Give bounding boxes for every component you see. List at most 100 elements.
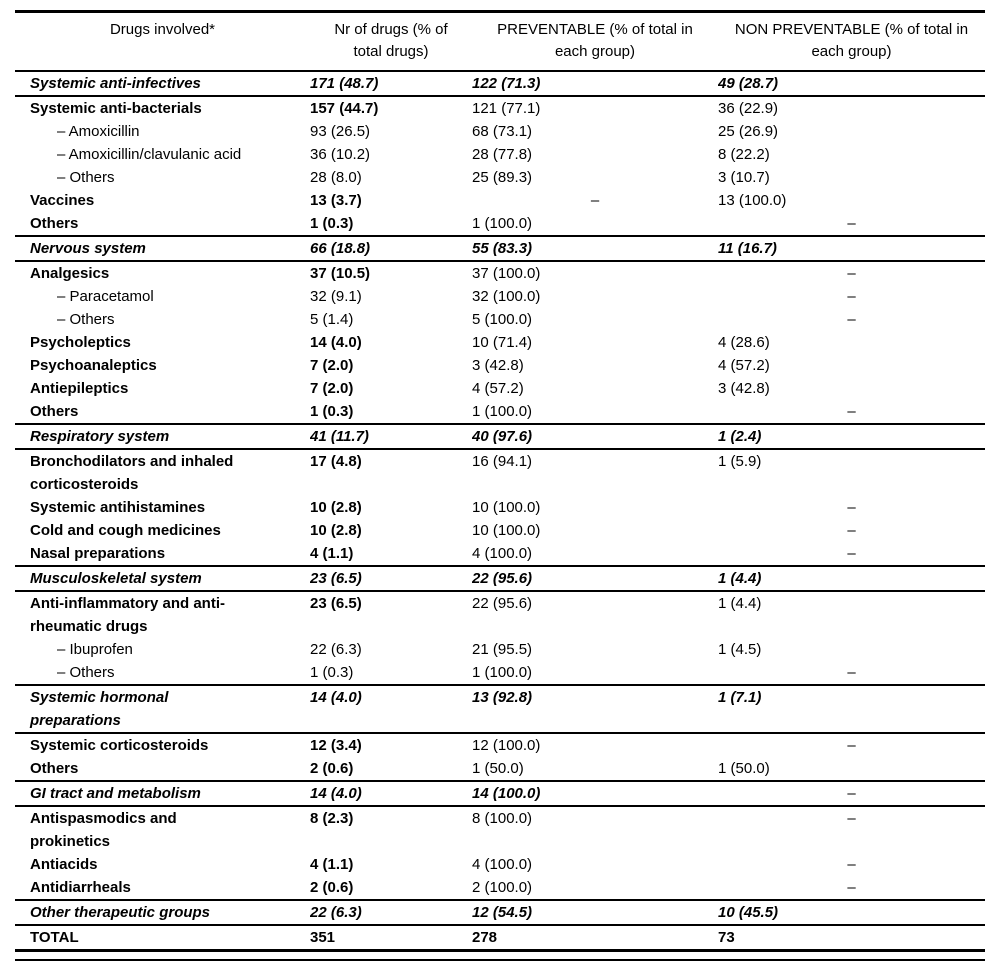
table-row: Antiepileptics 7 (2.0) 4 (57.2) 3 (42.8) bbox=[15, 377, 985, 400]
cell-nr: 1 (0.3) bbox=[310, 664, 354, 681]
cell-non_preventable: – bbox=[847, 810, 856, 827]
cell-non_preventable: – bbox=[847, 311, 856, 328]
header-row: Drugs involved* Nr of drugs (% of total … bbox=[15, 11, 985, 72]
cell-label: Antispasmodics and prokinetics bbox=[30, 810, 177, 850]
cell-nr: 32 (9.1) bbox=[310, 288, 362, 305]
header-preventable: PREVENTABLE (% of total in each group) bbox=[472, 11, 718, 72]
cell-nr: 13 (3.7) bbox=[310, 192, 362, 209]
cell-label: Systemic hormonal preparations bbox=[15, 684, 310, 734]
cell-preventable: 3 (42.8) bbox=[472, 357, 524, 374]
cell-non_preventable: 49 (28.7) bbox=[718, 70, 985, 97]
cell-preventable: 8 (100.0) bbox=[472, 810, 533, 827]
cell-preventable: 32 (100.0) bbox=[472, 288, 541, 305]
cell-label: TOTAL bbox=[15, 924, 310, 951]
table-row: – Amoxicillin/clavulanic acid 36 (10.2) 28… bbox=[15, 143, 985, 166]
cell-preventable: 1 (100.0) bbox=[472, 215, 533, 232]
cell-nr: 93 (26.5) bbox=[310, 123, 371, 140]
cell-nr: 23 (6.5) bbox=[310, 595, 362, 612]
table-row: – Others 5 (1.4) 5 (100.0) – bbox=[15, 308, 985, 331]
cell-nr: 41 (11.7) bbox=[310, 423, 472, 450]
cell-preventable: 1 (50.0) bbox=[472, 760, 524, 777]
cell-nr: 22 (6.3) bbox=[310, 899, 472, 926]
table-row: Psycholeptics 14 (4.0) 10 (71.4) 4 (28.6) bbox=[15, 331, 985, 354]
cell-preventable: 22 (95.6) bbox=[472, 595, 533, 612]
table-row: Other therapeutic groups 22 (6.3) 12 (54.5… bbox=[15, 899, 985, 926]
cell-non_preventable: – bbox=[847, 545, 856, 562]
cell-preventable: 122 (71.3) bbox=[472, 70, 718, 97]
cell-nr: 66 (18.8) bbox=[310, 235, 472, 262]
cell-preventable: 55 (83.3) bbox=[472, 235, 718, 262]
cell-label: – Others bbox=[57, 664, 115, 681]
cell-preventable: 25 (89.3) bbox=[472, 169, 533, 186]
cell-non_preventable: 11 (16.7) bbox=[718, 235, 985, 262]
table-row: Others 1 (0.3) 1 (100.0) – bbox=[15, 400, 985, 424]
cell-label: Analgesics bbox=[30, 265, 110, 282]
cell-nr: 7 (2.0) bbox=[310, 380, 354, 397]
cell-nr: 12 (3.4) bbox=[310, 737, 362, 754]
cell-label: Bronchodilators and inhaled corticostero… bbox=[30, 453, 234, 493]
cell-preventable: 278 bbox=[472, 924, 718, 951]
table-row: – Paracetamol 32 (9.1) 32 (100.0) – bbox=[15, 285, 985, 308]
cell-preventable: 10 (71.4) bbox=[472, 334, 533, 351]
cell-label: GI tract and metabolism bbox=[15, 780, 310, 807]
cell-non_preventable: – bbox=[847, 664, 856, 681]
table-row: Analgesics 37 (10.5) 37 (100.0) – bbox=[15, 261, 985, 285]
cell-label: – Others bbox=[57, 169, 115, 186]
cell-nr: 22 (6.3) bbox=[310, 641, 362, 658]
cell-non_preventable: 36 (22.9) bbox=[718, 100, 779, 117]
cell-preventable: 1 (100.0) bbox=[472, 664, 533, 681]
cell-preventable: 10 (100.0) bbox=[472, 499, 541, 516]
cell-label: – Amoxicillin bbox=[57, 123, 140, 140]
cell-nr: 28 (8.0) bbox=[310, 169, 362, 186]
cell-nr: 5 (1.4) bbox=[310, 311, 354, 328]
cell-preventable: 4 (57.2) bbox=[472, 380, 524, 397]
cell-non_preventable: 4 (57.2) bbox=[718, 357, 770, 374]
cell-non_preventable: 8 (22.2) bbox=[718, 146, 770, 163]
table-row: Systemic antihistamines 10 (2.8) 10 (100.0… bbox=[15, 496, 985, 519]
cell-label: Anti-inflammatory and anti- rheumatic dr… bbox=[30, 595, 226, 635]
table-row: Vaccines 13 (3.7) – 13 (100.0) bbox=[15, 189, 985, 212]
table-row: – Others 1 (0.3) 1 (100.0) – bbox=[15, 661, 985, 685]
cell-label: Systemic corticosteroids bbox=[30, 737, 209, 754]
cell-label: Cold and cough medicines bbox=[30, 522, 221, 539]
cell-non_preventable: – bbox=[847, 403, 856, 420]
cell-preventable: 12 (54.5) bbox=[472, 899, 718, 926]
cell-preventable: 37 (100.0) bbox=[472, 265, 541, 282]
cell-nr: 2 (0.6) bbox=[310, 760, 354, 777]
cell-non_preventable: – bbox=[847, 288, 856, 305]
table-body: Systemic anti-infectives 171 (48.7) 122 (7… bbox=[15, 70, 985, 951]
table-row: Cold and cough medicines 10 (2.8) 10 (100.… bbox=[15, 519, 985, 542]
table-row: Musculoskeletal system 23 (6.5) 22 (95.6) 1… bbox=[15, 565, 985, 592]
table-header: Drugs involved* Nr of drugs (% of total … bbox=[15, 11, 985, 72]
cell-label: – Amoxicillin/clavulanic acid bbox=[57, 146, 242, 163]
table-row: Psychoanaleptics 7 (2.0) 3 (42.8) 4 (57.2) bbox=[15, 354, 985, 377]
table-row: Others 2 (0.6) 1 (50.0) 1 (50.0) bbox=[15, 757, 985, 781]
cell-label: Systemic antihistamines bbox=[30, 499, 206, 516]
cell-preventable: 12 (100.0) bbox=[472, 737, 541, 754]
table-row: Antidiarrheals 2 (0.6) 2 (100.0) – bbox=[15, 876, 985, 900]
cell-preventable: 2 (100.0) bbox=[472, 879, 533, 896]
cell-nr: 36 (10.2) bbox=[310, 146, 371, 163]
table-row: Systemic anti-bacterials 157 (44.7) 121 (7… bbox=[15, 96, 985, 120]
cell-preventable: 13 (92.8) bbox=[472, 684, 718, 734]
cell-preventable: 28 (77.8) bbox=[472, 146, 533, 163]
table-row: Bronchodilators and inhaled corticostero… bbox=[15, 449, 985, 496]
cell-nr: 1 (0.3) bbox=[310, 403, 354, 420]
cell-preventable: 5 (100.0) bbox=[472, 311, 533, 328]
header-nr-of-drugs: Nr of drugs (% of total drugs) bbox=[310, 11, 472, 72]
cell-nr: 17 (4.8) bbox=[310, 453, 362, 470]
cell-non_preventable: 25 (26.9) bbox=[718, 123, 779, 140]
cell-non_preventable: 13 (100.0) bbox=[718, 192, 787, 209]
table-row: – Ibuprofen 22 (6.3) 21 (95.5) 1 (4.5) bbox=[15, 638, 985, 661]
cell-preventable: 21 (95.5) bbox=[472, 641, 533, 658]
cell-non_preventable: 1 (7.1) bbox=[718, 684, 985, 734]
cell-non_preventable: 1 (4.4) bbox=[718, 595, 762, 612]
cell-non_preventable: 1 (2.4) bbox=[718, 423, 985, 450]
cell-preventable: 14 (100.0) bbox=[472, 780, 718, 807]
cell-nr: 351 bbox=[310, 924, 472, 951]
drugs-involved-table: Drugs involved* Nr of drugs (% of total … bbox=[15, 10, 985, 952]
cell-preventable: 121 (77.1) bbox=[472, 100, 541, 117]
cell-preventable: 40 (97.6) bbox=[472, 423, 718, 450]
cell-preventable: – bbox=[590, 192, 600, 209]
cell-non_preventable: – bbox=[847, 856, 856, 873]
